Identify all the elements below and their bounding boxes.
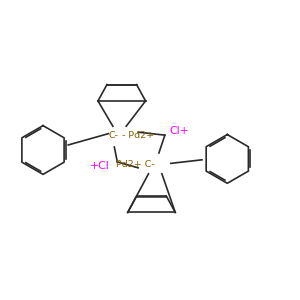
- Text: - Pd2+: - Pd2+: [122, 130, 154, 140]
- Text: +Cl: +Cl: [90, 161, 110, 171]
- Text: C-: C-: [109, 130, 119, 140]
- Text: Cl+: Cl+: [169, 126, 189, 136]
- Text: Pd2+ C-: Pd2+ C-: [116, 160, 154, 169]
